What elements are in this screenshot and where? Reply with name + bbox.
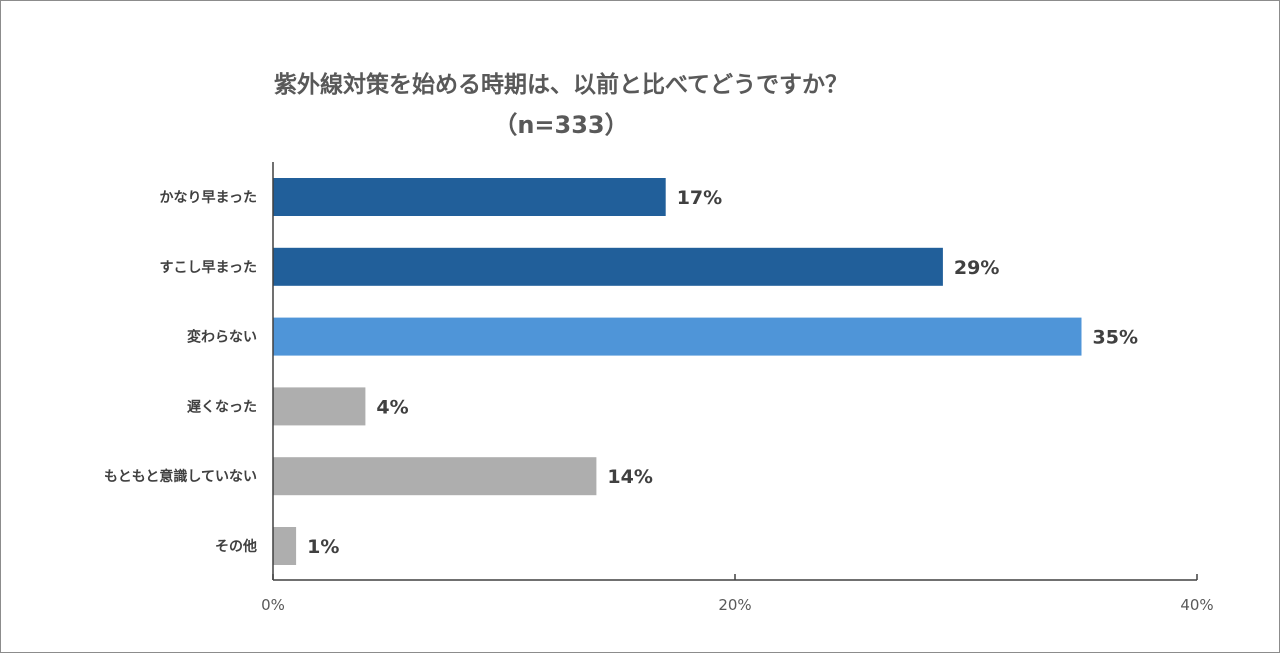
value-label-2: 29% (954, 257, 999, 279)
x-tick-label-2: 20% (718, 596, 751, 614)
category-label-2: すこし早まった (160, 260, 257, 276)
x-tick-label-1: 0% (261, 596, 285, 614)
category-label-4: 遅くなった (187, 399, 257, 415)
value-label-3: 35% (1093, 327, 1138, 349)
category-label-6: その他 (215, 538, 257, 555)
bar-3 (273, 317, 1082, 356)
x-tick-label-3: 40% (1180, 596, 1213, 614)
category-label-5: もともと意識していない (104, 468, 257, 485)
value-label-6: 1% (307, 536, 339, 558)
chart-subtitle: （n=333） (493, 111, 629, 139)
value-label-1: 17% (677, 187, 722, 209)
axes-group: 0% 20% 40% (261, 162, 1214, 614)
bars-group (273, 178, 1082, 565)
category-label-3: 変わらない (187, 329, 257, 346)
category-label-1: かなり早まった (160, 190, 257, 206)
bar-4 (273, 387, 366, 426)
bar-2 (273, 247, 943, 286)
value-labels: 17% 29% 35% 4% 14% 1% (307, 187, 1138, 558)
chart-title: 紫外線対策を始める時期は、以前と比べてどうですか？ (273, 72, 849, 98)
value-label-5: 14% (607, 466, 652, 488)
value-label-4: 4% (376, 396, 408, 418)
bar-5 (273, 457, 597, 496)
bar-6 (273, 527, 297, 565)
bar-1 (273, 178, 666, 216)
